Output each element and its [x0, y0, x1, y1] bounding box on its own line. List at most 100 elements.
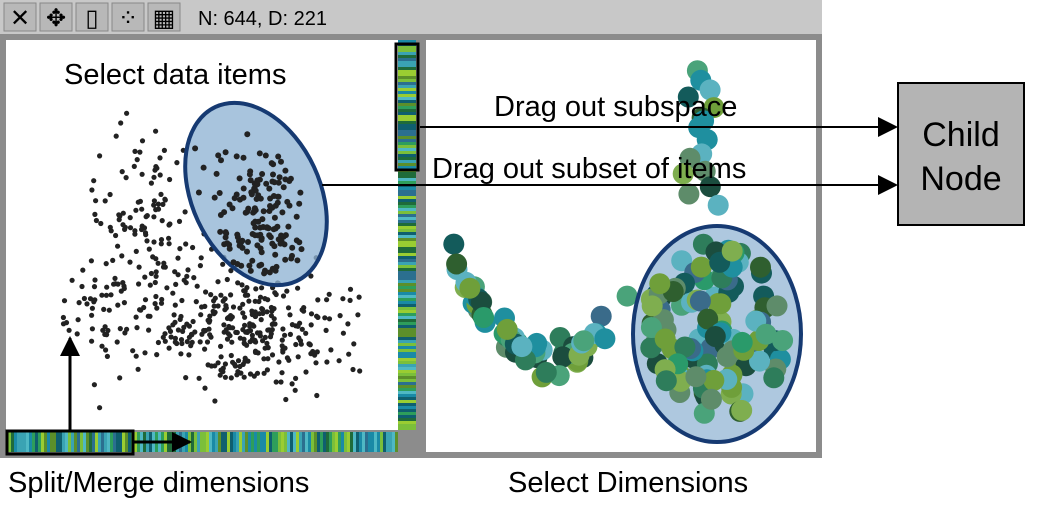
scatter-point — [269, 204, 276, 211]
scatter-point — [150, 254, 156, 260]
scatter-point — [293, 237, 300, 244]
scatter-point — [314, 349, 320, 355]
scatter-point — [280, 349, 286, 355]
scatter-point — [102, 331, 108, 337]
scatter-point — [141, 304, 147, 311]
dimension-stripe — [398, 49, 416, 52]
child-node[interactable]: Child Node — [897, 82, 1025, 226]
bubble-point — [763, 367, 785, 389]
dimension-stripe — [380, 432, 383, 452]
bubble-point — [672, 163, 694, 185]
scatter-point — [279, 209, 286, 216]
scatter-point — [116, 217, 122, 223]
scatter-point — [222, 229, 229, 236]
scatter-point — [346, 351, 352, 357]
scatter-point — [155, 339, 161, 346]
scatter-point — [314, 313, 320, 319]
scatter-point — [92, 211, 98, 217]
subspace-selection-box[interactable] — [394, 42, 420, 172]
dimension-stripe — [398, 118, 416, 121]
dimension-stripe — [353, 432, 356, 452]
scatter-point — [174, 160, 180, 166]
scatter-point — [229, 339, 235, 345]
scatter-point — [263, 180, 270, 187]
dimension-stripe — [11, 432, 14, 452]
scatter-point — [275, 153, 282, 160]
scatter-point — [253, 286, 259, 292]
dimension-stripe — [398, 85, 416, 88]
scatter-point — [157, 172, 163, 178]
scatter-point — [181, 277, 187, 283]
select-dimensions-label: Select Dimensions — [508, 467, 748, 499]
bubble-point — [590, 305, 612, 327]
scatter-point — [166, 235, 172, 241]
dimension-stripe — [398, 286, 416, 289]
scatter-point — [275, 193, 282, 200]
scatter-point — [161, 147, 167, 153]
dimension-stripe — [392, 432, 395, 452]
dimension-stripe — [398, 82, 416, 85]
grid-tool-icon-button[interactable] — [147, 2, 181, 32]
scatter-point — [240, 185, 247, 192]
scatter-point — [198, 312, 204, 318]
scatter-point — [110, 257, 116, 263]
dimension-stripe — [374, 432, 377, 452]
dimension-stripe — [332, 432, 335, 452]
scatter-point — [182, 209, 188, 215]
scatter-point — [226, 315, 232, 321]
dimension-stripe — [362, 432, 365, 452]
bubble-point — [716, 346, 738, 368]
scatter-point — [340, 330, 346, 336]
scatter-point — [167, 176, 173, 183]
dimension-stripe — [398, 241, 416, 244]
move-tool-icon-button[interactable] — [39, 2, 73, 32]
child-node-box[interactable] — [897, 82, 1025, 226]
dimension-stripe — [398, 427, 416, 430]
scatter-point — [239, 237, 246, 244]
scatter-point — [176, 218, 183, 224]
scatter-point — [217, 212, 224, 218]
bubble-point — [704, 326, 726, 347]
dimension-merge-box[interactable] — [5, 429, 135, 456]
scatter-point — [146, 246, 152, 252]
dimension-stripe — [398, 154, 416, 157]
split-merge-label: Split/Merge dimensions — [8, 467, 309, 499]
scatter-point — [355, 312, 361, 318]
scatter-point — [258, 317, 264, 323]
scatter-point — [168, 334, 174, 340]
dimension-stripe — [194, 432, 197, 452]
close-tool-icon-button[interactable] — [3, 2, 37, 32]
dimension-stripe — [398, 46, 416, 49]
dimension-stripe — [398, 202, 416, 205]
scatter-point — [244, 208, 251, 215]
scatter-point — [76, 300, 82, 306]
dimension-stripe — [398, 349, 416, 352]
dimension-stripe — [95, 432, 98, 452]
layout-tool-icon-button[interactable] — [75, 2, 109, 32]
scatter-point — [111, 281, 117, 287]
scatter-point — [268, 331, 274, 337]
scatter-point — [252, 232, 259, 239]
scatter-point — [179, 340, 185, 347]
scatter-point — [87, 296, 94, 302]
bubble-point — [685, 366, 707, 388]
scatter-point — [89, 305, 95, 311]
scatter-point — [263, 224, 270, 231]
scatter-point — [215, 279, 221, 285]
scatter-point — [226, 245, 233, 252]
dimension-stripe — [89, 432, 92, 452]
scatter-point — [162, 331, 168, 337]
scatter-tool-icon-button[interactable] — [111, 2, 145, 32]
dimension-stripe — [77, 432, 80, 452]
scatter-point — [206, 326, 212, 332]
dimension-stripe — [383, 432, 386, 452]
scatter-point — [240, 310, 246, 316]
scatter-point — [172, 302, 178, 308]
dimension-stripe — [23, 432, 26, 452]
horizontal-dimension-strip[interactable] — [8, 432, 398, 452]
dimension-stripe — [398, 364, 416, 367]
dimension-stripe — [398, 262, 416, 265]
vertical-dimension-strip[interactable] — [398, 40, 416, 430]
dimension-stripe — [371, 432, 374, 452]
dimension-stripe — [398, 151, 416, 154]
